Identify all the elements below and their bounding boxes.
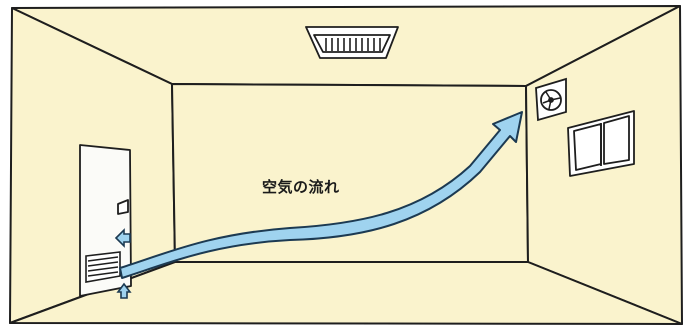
inflow-arrow-lower-icon	[116, 282, 132, 299]
airflow-arrow-icon	[119, 111, 523, 279]
door-vent-grille-icon	[85, 251, 121, 283]
inflow-arrow-upper-icon	[114, 228, 131, 248]
window-icon	[567, 110, 635, 177]
airflow-label: 空気の流れ	[262, 178, 340, 196]
exhaust-fan-icon	[535, 77, 567, 122]
ceiling-vent-icon	[305, 26, 399, 59]
